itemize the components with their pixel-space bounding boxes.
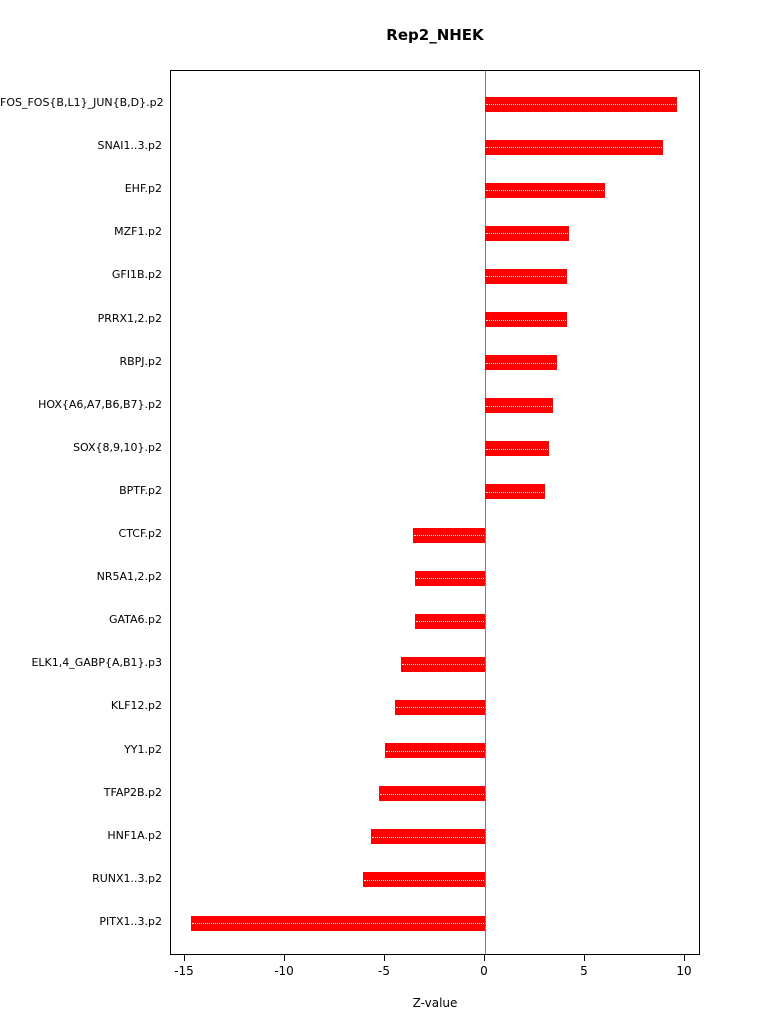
bar xyxy=(395,699,485,715)
bar-centerline xyxy=(486,104,676,105)
bar xyxy=(363,872,485,888)
bar xyxy=(485,355,557,371)
category-label: YY1.p2 xyxy=(124,742,162,756)
bar xyxy=(413,527,485,543)
x-tick-label: -10 xyxy=(274,964,294,978)
bar-centerline xyxy=(486,405,552,407)
bar-centerline xyxy=(486,362,556,364)
bar-centerline xyxy=(414,535,484,537)
bar xyxy=(415,613,485,629)
x-tick xyxy=(484,955,485,961)
x-tick-label: 5 xyxy=(580,964,588,978)
category-label: ELK1,4_GABP{A,B1}.p3 xyxy=(31,656,162,670)
chart-title: Rep2_NHEK xyxy=(386,26,484,44)
bar xyxy=(485,96,677,112)
category-label: TFAP2B.p2 xyxy=(103,785,162,799)
zero-line xyxy=(485,71,486,954)
category-label: RUNX1..3.p2 xyxy=(92,871,162,885)
category-label: GATA6.p2 xyxy=(108,613,162,627)
x-tick-label: -5 xyxy=(378,964,390,978)
bar-centerline xyxy=(486,448,548,450)
bar-centerline xyxy=(380,793,484,795)
category-label: NR5A1,2.p2 xyxy=(96,570,162,584)
bar-centerline xyxy=(386,750,484,752)
x-tick-label: -15 xyxy=(174,964,194,978)
bar-centerline xyxy=(396,707,484,709)
bar-centerline xyxy=(486,147,662,149)
bar-centerline xyxy=(486,233,568,235)
bar xyxy=(485,225,569,241)
bar xyxy=(485,398,553,414)
bar xyxy=(371,829,485,845)
category-label: EHF.p2 xyxy=(124,182,162,196)
bar xyxy=(485,139,663,155)
category-label: KLF12.p2 xyxy=(110,699,162,713)
bar xyxy=(385,743,485,759)
category-label: HNF1A.p2 xyxy=(107,828,162,842)
bar-centerline xyxy=(372,836,484,838)
bar xyxy=(379,786,485,802)
x-axis-title: Z-value xyxy=(412,996,458,1010)
x-tick-label: 10 xyxy=(676,964,692,978)
x-tick-label: 0 xyxy=(480,964,488,978)
x-tick xyxy=(684,955,685,961)
plot-area xyxy=(170,70,700,955)
category-label: BPTF.p2 xyxy=(119,483,162,497)
bar-centerline xyxy=(416,578,484,580)
category-label: RBPJ.p2 xyxy=(119,354,162,368)
category-label: MZF1.p2 xyxy=(114,225,162,239)
category-label: CTCF.p2 xyxy=(118,527,162,541)
bar-centerline xyxy=(192,923,484,924)
x-tick xyxy=(284,955,285,961)
category-label: SNAI1..3.p2 xyxy=(97,139,162,153)
bar-centerline xyxy=(486,491,544,493)
bar xyxy=(485,182,605,198)
bar xyxy=(485,268,567,284)
bar xyxy=(401,656,485,672)
bar xyxy=(191,915,485,931)
category-label: FOS_FOS{B,L1}_JUN{B,D}.p2 xyxy=(0,96,164,109)
category-label: HOX{A6,A7,B6,B7}.p2 xyxy=(38,397,162,411)
bar xyxy=(485,441,549,457)
bar xyxy=(415,570,485,586)
category-label: SOX{8,9,10}.p2 xyxy=(73,440,162,454)
category-label: PRRX1,2.p2 xyxy=(97,311,162,325)
x-tick xyxy=(384,955,385,961)
bar-centerline xyxy=(486,190,604,192)
x-tick xyxy=(184,955,185,961)
bar-centerline xyxy=(364,879,484,881)
category-label: PITX1..3.p2 xyxy=(99,915,162,928)
bar xyxy=(485,484,545,500)
category-label: GFI1B.p2 xyxy=(111,268,162,282)
bar-centerline xyxy=(416,621,484,623)
bar-centerline xyxy=(486,276,566,278)
x-tick xyxy=(584,955,585,961)
bar-centerline xyxy=(486,319,566,321)
bar-centerline xyxy=(402,664,484,666)
bar xyxy=(485,312,567,328)
